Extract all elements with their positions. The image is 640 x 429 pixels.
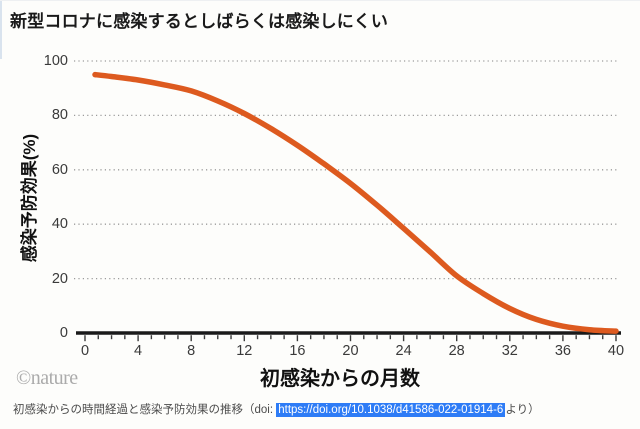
x-tick-label-16: 16 <box>289 343 306 359</box>
caption-prefix: 初感染からの時間経過と感染予防効果の推移（doi: <box>13 404 277 416</box>
caption-suffix: より） <box>505 404 540 416</box>
y-tick-label-80: 80 <box>51 107 68 124</box>
y-tick-label-60: 60 <box>51 161 68 178</box>
page-title: 新型コロナに感染するとしばらくは感染しにくい <box>10 12 389 31</box>
left-edge-strip <box>0 1 2 59</box>
x-tick-label-24: 24 <box>395 343 412 359</box>
x-tick-label-4: 4 <box>134 343 143 359</box>
x-tick-label-0: 0 <box>80 343 90 359</box>
x-tick-label-36: 36 <box>554 343 571 359</box>
x-tick-label-32: 32 <box>501 343 518 359</box>
effectiveness-curve <box>92 71 619 334</box>
y-tick-label-100: 100 <box>43 53 68 69</box>
caption-doi-link[interactable]: https://doi.org/10.1038/d41586-022-01914… <box>276 403 506 417</box>
x-tick-label-28: 28 <box>448 343 465 359</box>
x-tick-label-40: 40 <box>607 343 625 359</box>
y-axis-title: 感染予防効果(%) <box>20 133 39 263</box>
nature-credit: ©nature <box>16 367 78 389</box>
x-tick-label-12: 12 <box>236 343 253 359</box>
y-tick-label-40: 40 <box>51 216 68 233</box>
x-tick-label-8: 8 <box>187 343 196 359</box>
x-axis-title: 初感染からの月数 <box>260 368 420 390</box>
caption: 初感染からの時間経過と感染予防効果の推移（doi: https://doi.or… <box>13 401 633 417</box>
y-tick-label-20: 20 <box>51 270 68 287</box>
y-tick-label-0: 0 <box>59 325 68 341</box>
x-tick-label-20: 20 <box>342 343 359 359</box>
